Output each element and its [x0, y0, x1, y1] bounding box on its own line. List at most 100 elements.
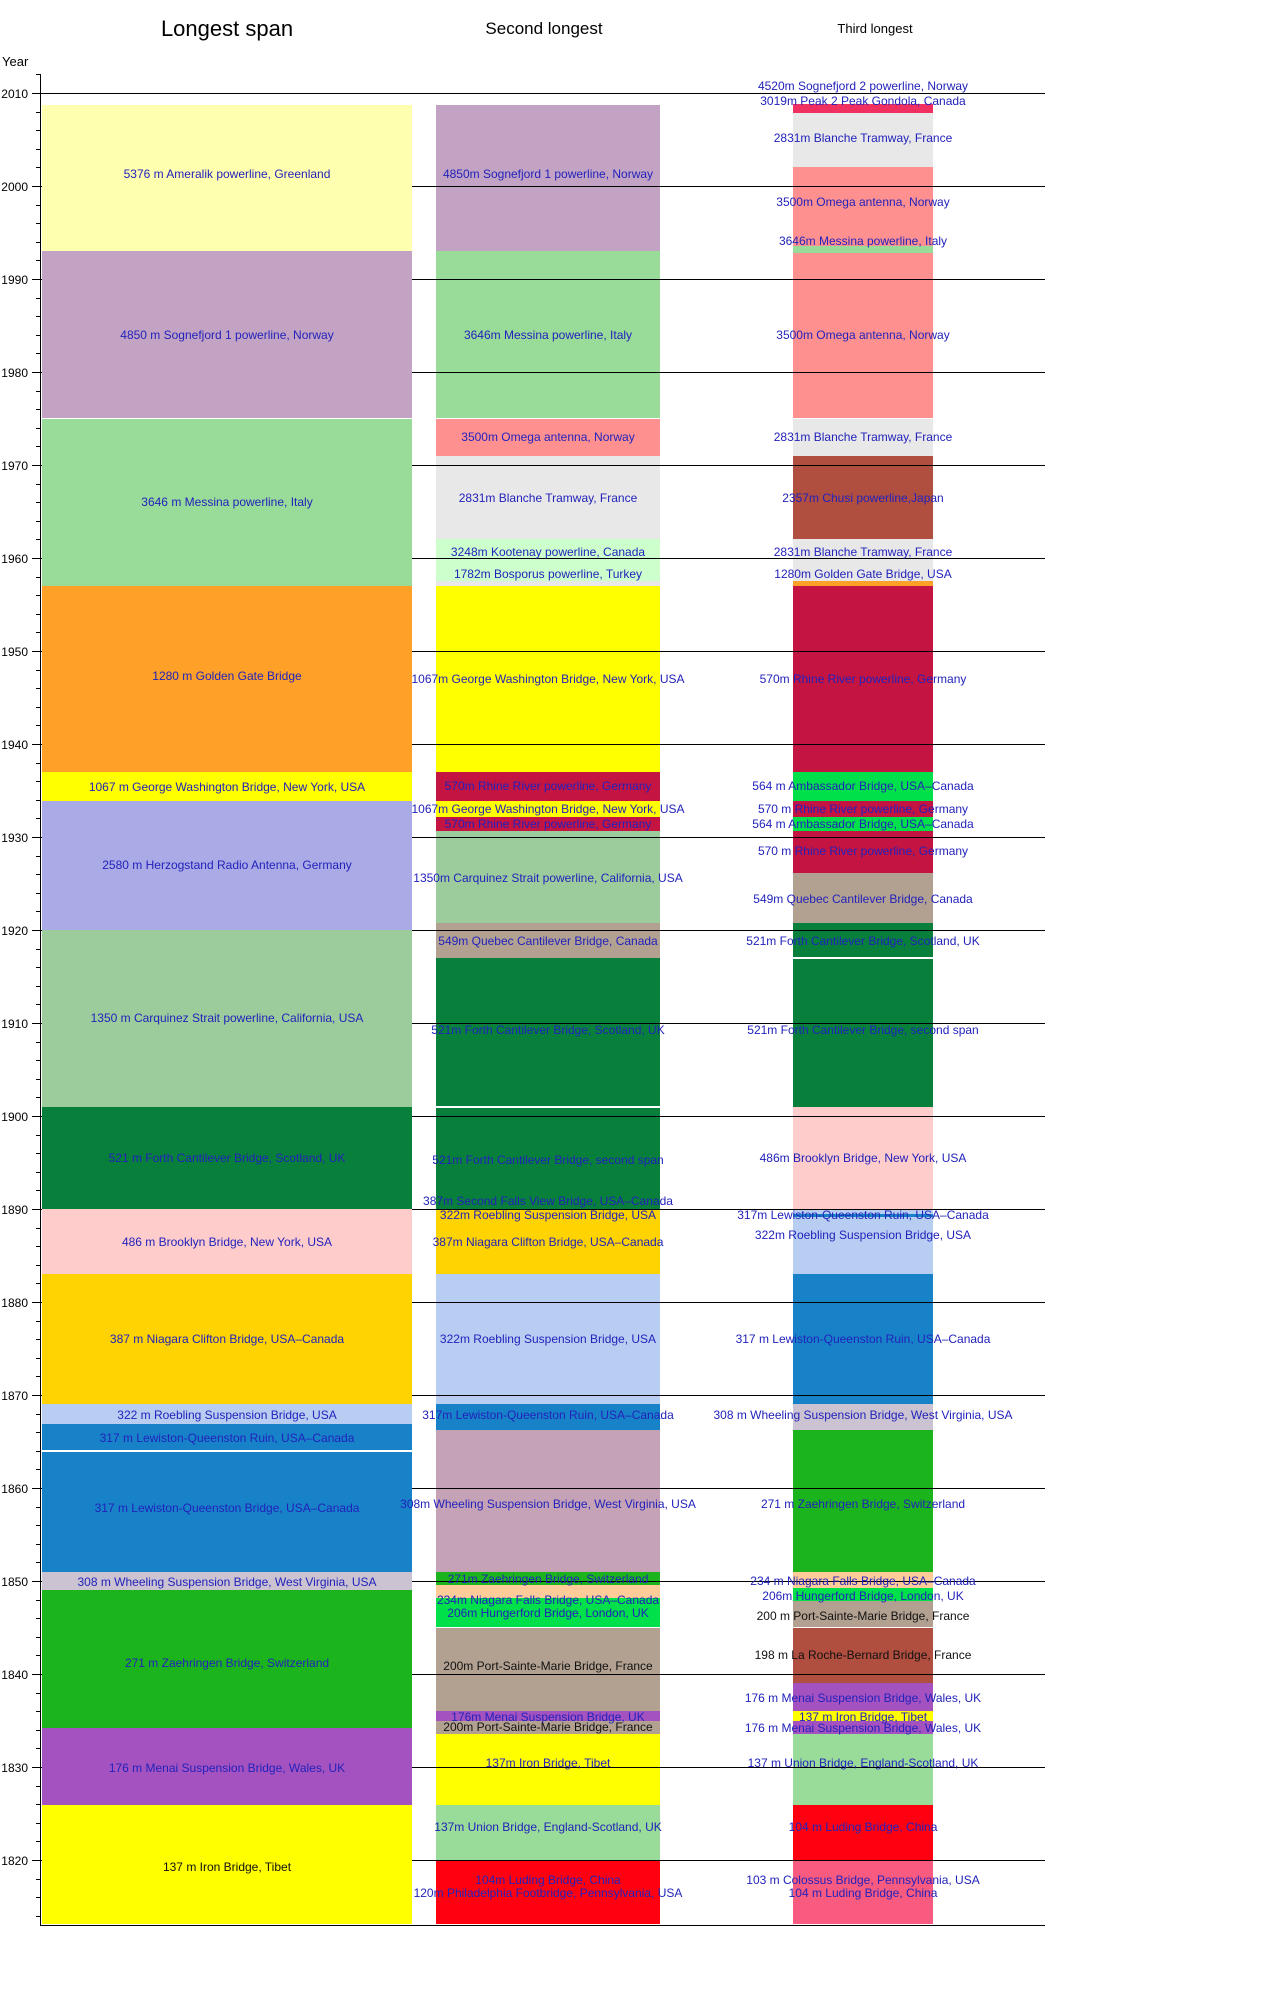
minor-tick — [36, 1432, 40, 1434]
minor-tick — [36, 1748, 40, 1750]
minor-tick — [36, 595, 40, 597]
band-label: 317 m Lewiston-Queenston Bridge, USA–Can… — [94, 1500, 360, 1515]
decade-gridline — [40, 1395, 1045, 1396]
band-label: 1782m Bosporus powerline, Turkey — [453, 566, 643, 581]
decade-gridline — [40, 93, 1045, 94]
minor-tick — [36, 148, 40, 150]
minor-tick — [36, 1078, 40, 1080]
minor-tick — [36, 334, 40, 336]
band-label: 3500m Omega antenna, Norway — [776, 194, 950, 209]
timeline-band — [793, 1860, 933, 1925]
band-label: 521m Forth Cantilever Bridge, Scotland, … — [431, 1022, 665, 1037]
timeline-band — [42, 1590, 412, 1728]
timeline-band — [42, 1106, 412, 1209]
band-label: 200m Port-Sainte-Marie Bridge, France — [443, 1720, 653, 1734]
minor-tick — [36, 1636, 40, 1638]
column-title-longest-span: Longest span — [160, 16, 294, 41]
decade-gridline — [40, 279, 1045, 280]
tick-label: 1990 — [1, 272, 28, 287]
column-title-second-longest: Second longest — [485, 19, 603, 38]
band-label: 104m Luding Bridge, China — [475, 1873, 621, 1888]
timeline-band — [793, 1683, 933, 1712]
minor-tick — [36, 1822, 40, 1824]
minor-tick — [36, 1692, 40, 1694]
band-label: 198 m La Roche-Bernard Bridge, France — [754, 1648, 972, 1663]
minor-tick — [36, 204, 40, 206]
major-tick — [32, 1860, 40, 1861]
minor-tick — [36, 1060, 40, 1062]
timeline-band — [42, 771, 412, 801]
tick-label: 1840 — [1, 1667, 28, 1682]
minor-tick — [36, 390, 40, 392]
timeline-band — [42, 105, 412, 252]
minor-tick — [36, 1897, 40, 1899]
band-label: 322m Roebling Suspension Bridge, USA — [439, 1207, 657, 1222]
timeline-band — [793, 581, 933, 586]
minor-tick — [36, 688, 40, 690]
band-label: 570 m Rhine River powerline, Germany — [757, 802, 969, 817]
minor-tick — [36, 762, 40, 764]
minor-tick — [36, 799, 40, 801]
minor-tick — [36, 1283, 40, 1285]
decade-gridline — [40, 1860, 1045, 1861]
minor-tick — [36, 985, 40, 987]
band-label: 206m Hungerford Bridge, London, UK — [762, 1588, 964, 1603]
band-label: 486 m Brooklyn Bridge, New York, USA — [121, 1234, 333, 1249]
band-label: 234m Niagara Falls Bridge, USA–Canada — [436, 1592, 660, 1607]
band-label: 200m Port-Sainte-Marie Bridge, France — [443, 1658, 653, 1673]
band-label: 1280m Golden Gate Bridge, USA — [774, 566, 952, 581]
minor-tick — [36, 1376, 40, 1378]
minor-tick — [36, 706, 40, 708]
major-tick — [32, 279, 40, 280]
minor-tick — [36, 613, 40, 615]
minor-tick — [36, 297, 40, 299]
timeline-band — [793, 1601, 933, 1628]
decade-gridline — [40, 837, 1045, 838]
timeline-band — [436, 1404, 660, 1431]
band-label: 3646 m Messina powerline, Italy — [141, 495, 313, 510]
band-label: 1350 m Carquinez Strait powerline, Calif… — [90, 1011, 364, 1026]
band-label: 564 m Ambassador Bridge, USA–Canada — [752, 778, 974, 793]
band-label: 2831m Blanche Tramway, France — [773, 130, 953, 145]
decade-gridline — [40, 1488, 1045, 1489]
minor-tick — [36, 948, 40, 950]
timeline-band — [42, 585, 412, 772]
band-label: 176 m Menai Suspension Bridge, Wales, UK — [744, 1720, 982, 1735]
decade-gridline — [40, 1767, 1045, 1768]
band-label: 1067m George Washington Bridge, New York… — [411, 671, 685, 686]
decade-gridline — [40, 651, 1045, 652]
minor-tick — [36, 241, 40, 243]
minor-tick — [36, 1804, 40, 1806]
timeline-band — [793, 1209, 933, 1214]
minor-tick — [36, 967, 40, 969]
minor-tick — [36, 1841, 40, 1843]
band-label: 206m Hungerford Bridge, London, UK — [447, 1605, 649, 1620]
timeline-band — [436, 539, 660, 563]
band-label: 308 m Wheeling Suspension Bridge, West V… — [713, 1408, 1013, 1423]
band-label: 322m Roebling Suspension Bridge, USA — [439, 1332, 657, 1347]
minor-tick — [36, 1729, 40, 1731]
timeline-band — [42, 1727, 412, 1806]
timeline-band — [793, 562, 933, 582]
minor-tick — [36, 911, 40, 913]
band-label: 137m Union Bridge, England-Scotland, UK — [434, 1820, 662, 1835]
minor-tick — [36, 1264, 40, 1266]
tick-label: 1920 — [1, 923, 28, 938]
minor-tick — [36, 1171, 40, 1173]
band-label: 137m Iron Bridge, Tibet — [485, 1756, 611, 1771]
major-tick — [32, 930, 40, 931]
minor-tick — [36, 1655, 40, 1657]
minor-tick — [36, 855, 40, 857]
band-label: 521m Forth Cantilever Bridge, second spa… — [747, 1022, 979, 1037]
timeline-band — [436, 1733, 660, 1806]
minor-tick — [36, 1506, 40, 1508]
band-label: 137 m Iron Bridge, Tibet — [162, 1859, 292, 1874]
band-label: 570m Rhine River powerline, Germany — [444, 816, 652, 831]
band-label: 1067m George Washington Bridge, New York… — [411, 802, 685, 817]
minor-tick — [36, 539, 40, 541]
major-tick — [32, 558, 40, 559]
minor-tick — [36, 167, 40, 169]
major-tick — [32, 744, 40, 745]
major-tick — [32, 186, 40, 187]
